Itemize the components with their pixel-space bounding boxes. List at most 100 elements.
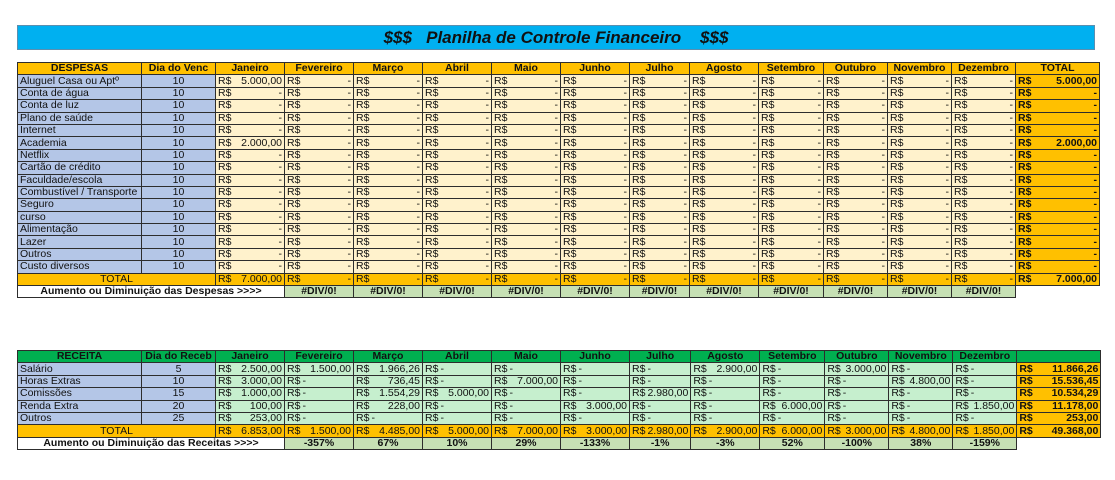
- month-cell[interactable]: R$ -: [887, 235, 952, 249]
- month-cell[interactable]: R$ 3.000,00: [824, 362, 890, 376]
- month-cell[interactable]: R$ -: [215, 86, 285, 101]
- month-cell[interactable]: R$ -: [284, 86, 354, 101]
- month-cell[interactable]: R$ -: [689, 99, 759, 113]
- row-day[interactable]: 10: [141, 223, 216, 237]
- month-cell[interactable]: R$ -: [215, 235, 285, 249]
- month-cell[interactable]: R$ -: [887, 260, 952, 274]
- row-label[interactable]: Combustível / Transporte: [17, 185, 142, 200]
- row-label[interactable]: Custo diversos: [17, 260, 142, 274]
- month-cell[interactable]: R$ -: [689, 235, 759, 249]
- month-cell[interactable]: R$ 2.980,00: [628, 387, 692, 401]
- row-label[interactable]: Internet: [17, 123, 142, 138]
- total-month-cell[interactable]: R$ 4.800,00: [888, 424, 954, 438]
- month-cell[interactable]: R$ -: [823, 136, 888, 150]
- month-cell[interactable]: R$ -: [422, 374, 492, 389]
- row-label[interactable]: Comissões: [17, 387, 142, 401]
- month-cell[interactable]: R$ -: [491, 260, 561, 274]
- month-cell[interactable]: R$ -: [353, 161, 423, 175]
- month-cell[interactable]: R$ -: [422, 136, 492, 150]
- month-cell[interactable]: R$ -: [560, 185, 630, 200]
- month-cell[interactable]: R$ 1.000,00: [215, 387, 285, 401]
- month-cell[interactable]: R$ -: [888, 387, 954, 401]
- month-cell[interactable]: R$ -: [215, 123, 285, 138]
- total-month-cell[interactable]: R$ -: [758, 272, 824, 287]
- variation-cell[interactable]: #DIV/0!: [758, 285, 824, 299]
- month-cell[interactable]: R$ -: [888, 362, 954, 376]
- grand-total[interactable]: R$ 49.368,00: [1016, 424, 1102, 438]
- month-cell[interactable]: R$ -: [215, 223, 285, 237]
- month-cell[interactable]: R$ -: [491, 387, 561, 401]
- month-cell[interactable]: R$ -: [560, 260, 630, 274]
- month-cell[interactable]: R$ -: [951, 86, 1016, 101]
- row-day[interactable]: 10: [141, 374, 216, 389]
- month-cell[interactable]: R$ -: [758, 99, 824, 113]
- month-cell[interactable]: R$ -: [491, 362, 561, 376]
- month-cell[interactable]: R$ -: [284, 235, 354, 249]
- variation-cell[interactable]: #DIV/0!: [887, 285, 952, 299]
- row-total[interactable]: R$ -: [1015, 235, 1100, 249]
- month-cell[interactable]: R$ -: [215, 161, 285, 175]
- month-cell[interactable]: R$ -: [758, 86, 824, 101]
- variation-cell[interactable]: #DIV/0!: [951, 285, 1016, 299]
- month-cell[interactable]: R$ -: [422, 411, 492, 426]
- row-day[interactable]: 10: [141, 136, 216, 150]
- row-total[interactable]: R$ 5.000,00: [1015, 74, 1100, 88]
- total-month-cell[interactable]: R$ -: [491, 272, 561, 287]
- variation-cell[interactable]: #DIV/0!: [284, 285, 354, 299]
- variation-cell[interactable]: -1%: [628, 436, 692, 451]
- variation-cell[interactable]: -3%: [690, 436, 761, 451]
- month-cell[interactable]: R$ -: [758, 136, 824, 150]
- month-cell[interactable]: R$ -: [215, 111, 285, 125]
- month-cell[interactable]: R$ -: [887, 185, 952, 200]
- row-total[interactable]: R$ -: [1015, 198, 1100, 212]
- month-cell[interactable]: R$ -: [629, 86, 690, 101]
- total-month-cell[interactable]: R$ 2.900,00: [690, 424, 761, 438]
- month-cell[interactable]: R$ 2.900,00: [690, 362, 761, 376]
- month-cell[interactable]: R$ 5.000,00: [422, 387, 492, 401]
- month-cell[interactable]: R$ -: [491, 198, 561, 212]
- row-label[interactable]: Alimentação: [17, 223, 142, 237]
- month-cell[interactable]: R$ -: [560, 387, 630, 401]
- month-cell[interactable]: R$ -: [629, 123, 690, 138]
- month-cell[interactable]: R$ -: [284, 223, 354, 237]
- row-day[interactable]: 10: [141, 123, 216, 138]
- row-total[interactable]: R$ 253,00: [1016, 411, 1102, 426]
- month-cell[interactable]: R$ -: [560, 99, 630, 113]
- month-cell[interactable]: R$ -: [758, 260, 824, 274]
- month-cell[interactable]: R$ -: [422, 86, 492, 101]
- row-total[interactable]: R$ -: [1015, 123, 1100, 138]
- variation-cell[interactable]: 38%: [888, 436, 954, 451]
- month-cell[interactable]: R$ -: [951, 148, 1016, 163]
- row-total[interactable]: R$ 10.534,29: [1016, 387, 1102, 401]
- month-cell[interactable]: R$ -: [353, 74, 423, 88]
- total-month-cell[interactable]: R$ 3.000,00: [824, 424, 890, 438]
- month-cell[interactable]: R$ -: [284, 210, 354, 225]
- row-day[interactable]: 10: [141, 111, 216, 125]
- month-cell[interactable]: R$ -: [491, 111, 561, 125]
- month-cell[interactable]: R$ -: [629, 99, 690, 113]
- row-day[interactable]: 10: [141, 185, 216, 200]
- month-cell[interactable]: R$ -: [215, 198, 285, 212]
- month-cell[interactable]: R$ -: [215, 260, 285, 274]
- row-label[interactable]: Netflix: [17, 148, 142, 163]
- month-cell[interactable]: R$ -: [284, 136, 354, 150]
- month-cell[interactable]: R$ -: [887, 210, 952, 225]
- month-cell[interactable]: R$ -: [215, 148, 285, 163]
- month-cell[interactable]: R$ -: [951, 111, 1016, 125]
- row-day[interactable]: 5: [141, 362, 216, 376]
- month-cell[interactable]: R$ -: [951, 173, 1016, 187]
- month-cell[interactable]: R$ -: [823, 123, 888, 138]
- month-cell[interactable]: R$ -: [689, 223, 759, 237]
- row-total[interactable]: R$ -: [1015, 99, 1100, 113]
- month-cell[interactable]: R$ -: [560, 247, 630, 262]
- month-cell[interactable]: R$ -: [284, 411, 354, 426]
- month-cell[interactable]: R$ -: [353, 136, 423, 150]
- month-cell[interactable]: R$ -: [887, 223, 952, 237]
- month-cell[interactable]: R$ -: [758, 123, 824, 138]
- month-cell[interactable]: R$ -: [422, 210, 492, 225]
- month-cell[interactable]: R$ -: [629, 148, 690, 163]
- month-cell[interactable]: R$ -: [628, 411, 692, 426]
- month-cell[interactable]: R$ -: [491, 235, 561, 249]
- month-cell[interactable]: R$ -: [284, 111, 354, 125]
- month-cell[interactable]: R$ -: [823, 148, 888, 163]
